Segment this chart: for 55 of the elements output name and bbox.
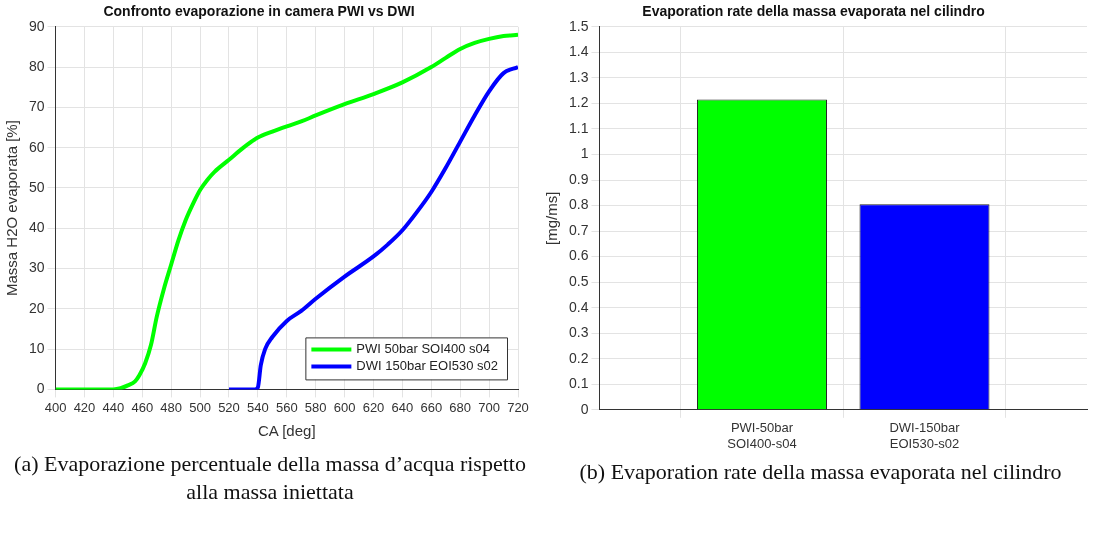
y-tick-label: 20: [28, 299, 45, 316]
line-series: [226, 65, 518, 390]
y-tick-label: 50: [28, 178, 45, 195]
y-tick-label: 0.5: [568, 272, 589, 289]
chart-title: Evaporation rate della massa evaporata nel cilindro: [642, 3, 985, 20]
y-tick-label: 0.4: [568, 298, 589, 315]
x-tick-label: 600: [333, 399, 356, 415]
y-tick-label: 1.4: [568, 43, 589, 60]
y-tick-label: 1.5: [568, 17, 589, 34]
x-tick-label: 480: [160, 399, 183, 415]
y-tick-label: 40: [28, 219, 45, 236]
text: (a) Evaporazione percentuale della massa d’acqua rispetto alla massa iniettata: [13, 450, 527, 506]
text: (b) Evaporation rate della massa evaporata nel cilindro: [578, 458, 1063, 486]
y-tick-label: 0: [36, 380, 45, 397]
y-tick-label: 0.9: [568, 170, 589, 187]
x-tick-label: 620: [362, 399, 385, 415]
y-tick-label: 0.1: [568, 375, 589, 392]
x-tick-label: 500: [189, 399, 211, 415]
x-tick-label: 460: [131, 399, 154, 415]
x-tick-label: 680: [449, 399, 472, 415]
x-tick-label: 700: [478, 399, 500, 415]
y-tick-label: 60: [28, 138, 45, 155]
y-tick-label: 0.2: [568, 349, 589, 366]
x-tick-label: 420: [73, 399, 96, 415]
y-tick-label: 80: [28, 57, 45, 74]
y-tick-label: 0.8: [568, 196, 589, 213]
y-tick-label: 10: [28, 339, 45, 356]
y-tick-label: 0: [580, 400, 589, 417]
legend-label: DWI 150bar EOI530 s02: [356, 357, 499, 373]
x-tick-label: 400: [44, 399, 67, 415]
x-tick-label: 440: [102, 399, 125, 415]
y-tick-label: 1: [580, 145, 589, 162]
x-tick-label: 720: [507, 399, 529, 415]
x-tick-label: 540: [247, 399, 269, 415]
y-tick-label: 30: [28, 259, 45, 276]
y-tick-label: 1.1: [568, 119, 589, 136]
x-tick-label: DWI-150bar EOI530-s02: [889, 420, 961, 451]
x-tick-label: 640: [391, 399, 414, 415]
chart-title: Confronto evaporazione in camera PWI vs DWI: [103, 3, 415, 20]
x-tick-label: 660: [420, 399, 443, 415]
y-tick-label: 0.3: [568, 324, 589, 341]
y-tick-label: 1.2: [568, 94, 589, 111]
y-tick-label: 1.3: [568, 68, 589, 85]
y-tick-label: 0.6: [568, 247, 589, 264]
x-tick-label: 580: [304, 399, 327, 415]
legend-label: PWI 50bar SOI400 s04: [356, 340, 491, 356]
y-axis-title: Massa H2O evaporata [%]: [3, 120, 21, 297]
x-tick-label: 560: [275, 399, 298, 415]
y-tick-label: 70: [28, 98, 45, 115]
x-tick-label: 520: [218, 399, 240, 415]
x-axis-title: CA [deg]: [258, 422, 316, 440]
y-tick-label: 0.7: [568, 221, 589, 238]
y-tick-label: 90: [28, 17, 45, 34]
x-tick-label: PWI-50bar SOI400-s04: [727, 420, 797, 451]
y-axis-title: [mg/ms]: [543, 191, 561, 245]
